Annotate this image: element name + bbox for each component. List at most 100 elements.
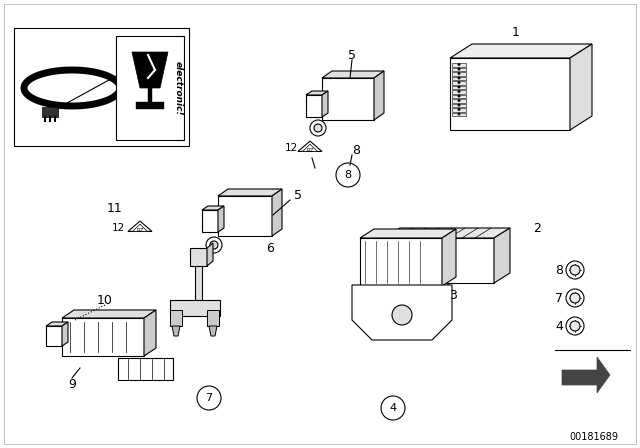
Text: 4: 4	[389, 403, 397, 413]
Bar	[14, 28, 189, 146]
Circle shape	[458, 63, 460, 66]
Polygon shape	[132, 224, 147, 232]
Text: 5: 5	[348, 48, 356, 61]
Bar	[452, 81, 466, 85]
Polygon shape	[209, 326, 217, 336]
Polygon shape	[207, 310, 219, 326]
Text: 12: 12	[285, 143, 298, 153]
Text: RZ: RZ	[307, 147, 314, 152]
Bar	[452, 112, 466, 116]
Circle shape	[458, 108, 460, 111]
Polygon shape	[322, 71, 384, 78]
Polygon shape	[62, 310, 156, 318]
Circle shape	[458, 72, 460, 75]
Polygon shape	[322, 78, 374, 120]
Circle shape	[566, 289, 584, 307]
Polygon shape	[118, 358, 173, 380]
Polygon shape	[434, 283, 448, 318]
Polygon shape	[218, 196, 272, 236]
Bar	[452, 86, 466, 89]
Circle shape	[458, 68, 460, 70]
Ellipse shape	[112, 358, 124, 380]
Circle shape	[458, 104, 460, 106]
Polygon shape	[570, 44, 592, 130]
Polygon shape	[202, 210, 218, 232]
Polygon shape	[374, 71, 384, 120]
Polygon shape	[46, 326, 62, 346]
Text: 5: 5	[294, 189, 302, 202]
Text: 7: 7	[555, 292, 563, 305]
Text: 11: 11	[107, 202, 123, 215]
Text: 8: 8	[344, 170, 351, 180]
Bar	[452, 99, 466, 103]
Polygon shape	[360, 229, 456, 238]
Polygon shape	[306, 95, 322, 117]
Circle shape	[458, 81, 460, 84]
Bar	[148, 88, 152, 103]
Bar	[136, 102, 164, 109]
Circle shape	[392, 305, 412, 325]
Bar	[452, 72, 466, 76]
Circle shape	[210, 241, 218, 249]
Circle shape	[570, 265, 580, 275]
Polygon shape	[218, 206, 224, 232]
Circle shape	[458, 95, 460, 97]
Polygon shape	[384, 228, 510, 238]
Text: 12: 12	[112, 223, 125, 233]
Polygon shape	[298, 141, 322, 151]
Polygon shape	[172, 326, 180, 336]
Polygon shape	[170, 300, 220, 316]
Text: 3: 3	[449, 289, 457, 302]
Circle shape	[206, 237, 222, 253]
Text: 10: 10	[97, 293, 113, 306]
Polygon shape	[144, 310, 156, 356]
Polygon shape	[360, 238, 442, 286]
Circle shape	[458, 90, 460, 93]
Text: electronic!: electronic!	[173, 60, 182, 115]
Polygon shape	[352, 285, 452, 340]
Polygon shape	[306, 91, 328, 95]
Text: 8: 8	[555, 263, 563, 276]
Bar	[452, 77, 466, 80]
Text: 1: 1	[512, 26, 520, 39]
Text: RZ: RZ	[136, 228, 144, 233]
Circle shape	[458, 86, 460, 88]
Circle shape	[458, 99, 460, 102]
Circle shape	[566, 261, 584, 279]
Circle shape	[197, 386, 221, 410]
Polygon shape	[190, 248, 207, 266]
Ellipse shape	[383, 301, 421, 329]
Polygon shape	[62, 322, 68, 346]
Polygon shape	[384, 238, 494, 283]
Polygon shape	[195, 266, 202, 300]
Ellipse shape	[167, 358, 179, 380]
Text: 7: 7	[205, 393, 212, 403]
Polygon shape	[322, 91, 328, 117]
Bar	[452, 103, 466, 107]
Polygon shape	[128, 221, 152, 232]
Text: 9: 9	[68, 378, 76, 391]
Circle shape	[310, 120, 326, 136]
Bar	[452, 63, 466, 66]
Bar	[116, 36, 184, 140]
Polygon shape	[218, 189, 282, 196]
Circle shape	[570, 293, 580, 303]
Polygon shape	[562, 357, 610, 393]
Polygon shape	[303, 144, 317, 151]
Polygon shape	[62, 318, 144, 356]
Polygon shape	[494, 228, 510, 283]
Circle shape	[566, 317, 584, 335]
Text: 6: 6	[266, 241, 274, 254]
Polygon shape	[202, 206, 224, 210]
Text: 8: 8	[352, 143, 360, 156]
Polygon shape	[132, 52, 168, 88]
Bar	[452, 90, 466, 94]
Polygon shape	[442, 229, 456, 286]
Circle shape	[381, 396, 405, 420]
Text: 2: 2	[533, 221, 541, 234]
Circle shape	[336, 163, 360, 187]
Polygon shape	[170, 310, 182, 326]
Polygon shape	[42, 107, 58, 117]
Bar	[452, 108, 466, 112]
Polygon shape	[450, 58, 570, 130]
